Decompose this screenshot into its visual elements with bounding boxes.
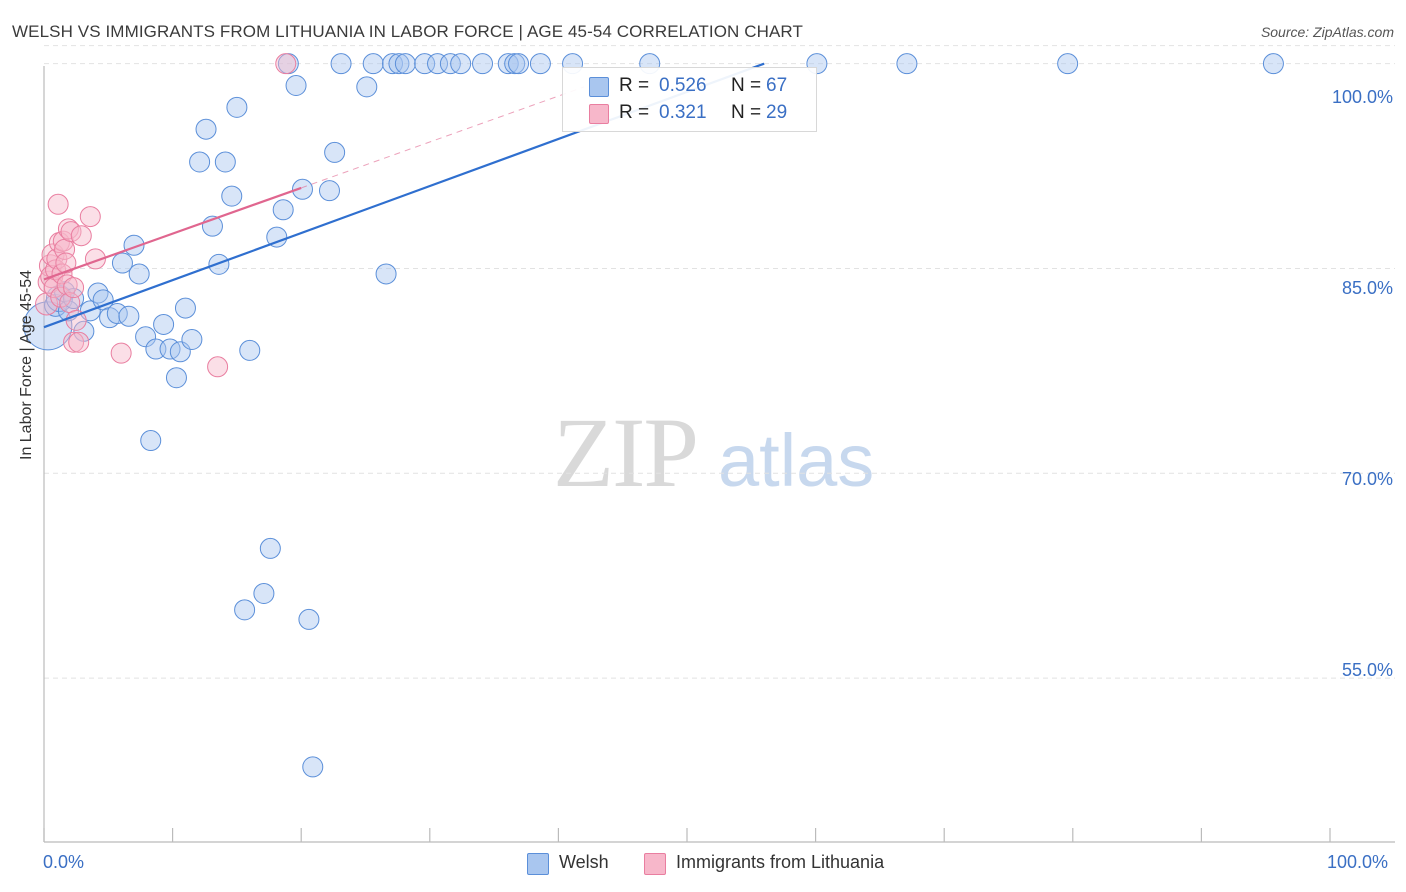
x-tick-label-max: 100.0%	[1327, 852, 1389, 872]
lithuania-swatch	[589, 104, 609, 124]
welsh-legend-label: Welsh	[559, 852, 609, 872]
lithuania-legend-label: Immigrants from Lithuania	[676, 852, 885, 872]
welsh-point	[362, 53, 384, 75]
lithuania-trend-line	[43, 186, 302, 281]
lithuania-trend-extension	[301, 86, 585, 189]
r-value: 0.526	[659, 75, 707, 96]
welsh-point	[165, 367, 187, 389]
welsh-point	[111, 252, 133, 274]
welsh-point	[118, 305, 140, 327]
lithuania-legend-swatch	[644, 853, 666, 875]
welsh-point	[234, 599, 256, 621]
welsh-point	[330, 53, 352, 75]
lithuania-point	[79, 206, 101, 228]
welsh-point	[1262, 53, 1284, 75]
welsh-point	[128, 263, 150, 285]
n-value: 29	[766, 102, 788, 123]
welsh-point	[259, 537, 281, 559]
lithuania-point	[60, 221, 82, 243]
watermark-zip: ZIP	[553, 397, 699, 508]
welsh-point	[253, 582, 275, 604]
welsh-point	[382, 53, 404, 75]
welsh-point	[324, 141, 346, 163]
y-tick-label-55: 55.0%	[1341, 660, 1393, 680]
welsh-point	[189, 151, 211, 173]
n-label: N =	[731, 102, 762, 123]
welsh-point	[159, 338, 181, 360]
r-value: 0.321	[659, 102, 707, 123]
y-axis-label: In Labor Force | Age 45-54	[18, 269, 35, 460]
welsh-point	[214, 151, 236, 173]
welsh-point	[356, 76, 378, 98]
y-tick-label-100: 100.0%	[1331, 87, 1393, 107]
welsh-point	[896, 53, 918, 75]
welsh-point	[140, 430, 162, 452]
welsh-point	[394, 53, 416, 75]
n-value: 67	[766, 75, 788, 96]
source-label: Source: ZipAtlas.com	[1260, 24, 1394, 40]
welsh-point	[226, 96, 248, 118]
lithuania-point	[70, 225, 92, 247]
r-label: R =	[619, 102, 650, 123]
welsh-point	[427, 53, 449, 75]
welsh-point	[266, 226, 288, 248]
welsh-point	[174, 297, 196, 319]
welsh-legend-swatch	[527, 853, 549, 875]
welsh-point	[529, 53, 551, 75]
r-label: R =	[619, 75, 650, 96]
chart-title: WELSH VS IMMIGRANTS FROM LITHUANIA IN LA…	[12, 22, 803, 41]
welsh-point	[135, 326, 157, 348]
lithuania-point	[65, 309, 87, 331]
y-tick-label-70: 70.0%	[1341, 469, 1393, 489]
welsh-point	[318, 180, 340, 202]
welsh-point	[472, 53, 494, 75]
welsh-point	[302, 756, 324, 778]
lithuania-point	[110, 342, 132, 364]
welsh-point	[181, 328, 203, 350]
welsh-point	[208, 253, 230, 275]
welsh-point	[195, 118, 217, 140]
lithuania-point	[207, 356, 229, 378]
welsh-point	[239, 339, 261, 361]
lithuania-point	[45, 259, 67, 281]
watermark-atlas: atlas	[718, 419, 875, 502]
welsh-point	[221, 185, 243, 207]
lithuania-point	[63, 331, 85, 353]
lithuania-point	[68, 331, 90, 353]
welsh-point	[1057, 53, 1079, 75]
welsh-point	[508, 53, 530, 75]
welsh-point	[375, 263, 397, 285]
welsh-point	[298, 608, 320, 630]
lithuania-point	[275, 53, 297, 75]
y-tick-label-85: 85.0%	[1341, 278, 1393, 298]
welsh-point	[414, 53, 436, 75]
welsh-point	[388, 53, 410, 75]
stats-legend: R = 0.526 N = 67 R = 0.321 N = 29	[562, 67, 817, 132]
lithuania-point	[63, 277, 85, 299]
x-tick-label-min: 0.0%	[43, 852, 85, 872]
welsh-swatch	[589, 77, 609, 97]
welsh-point	[450, 53, 472, 75]
n-label: N =	[731, 75, 762, 96]
lithuania-point	[55, 252, 77, 274]
lithuania-point	[57, 218, 79, 240]
welsh-point	[272, 199, 294, 221]
welsh-point	[291, 178, 313, 200]
welsh-point	[285, 75, 307, 97]
welsh-point	[153, 313, 175, 335]
lithuania-point	[47, 193, 69, 215]
